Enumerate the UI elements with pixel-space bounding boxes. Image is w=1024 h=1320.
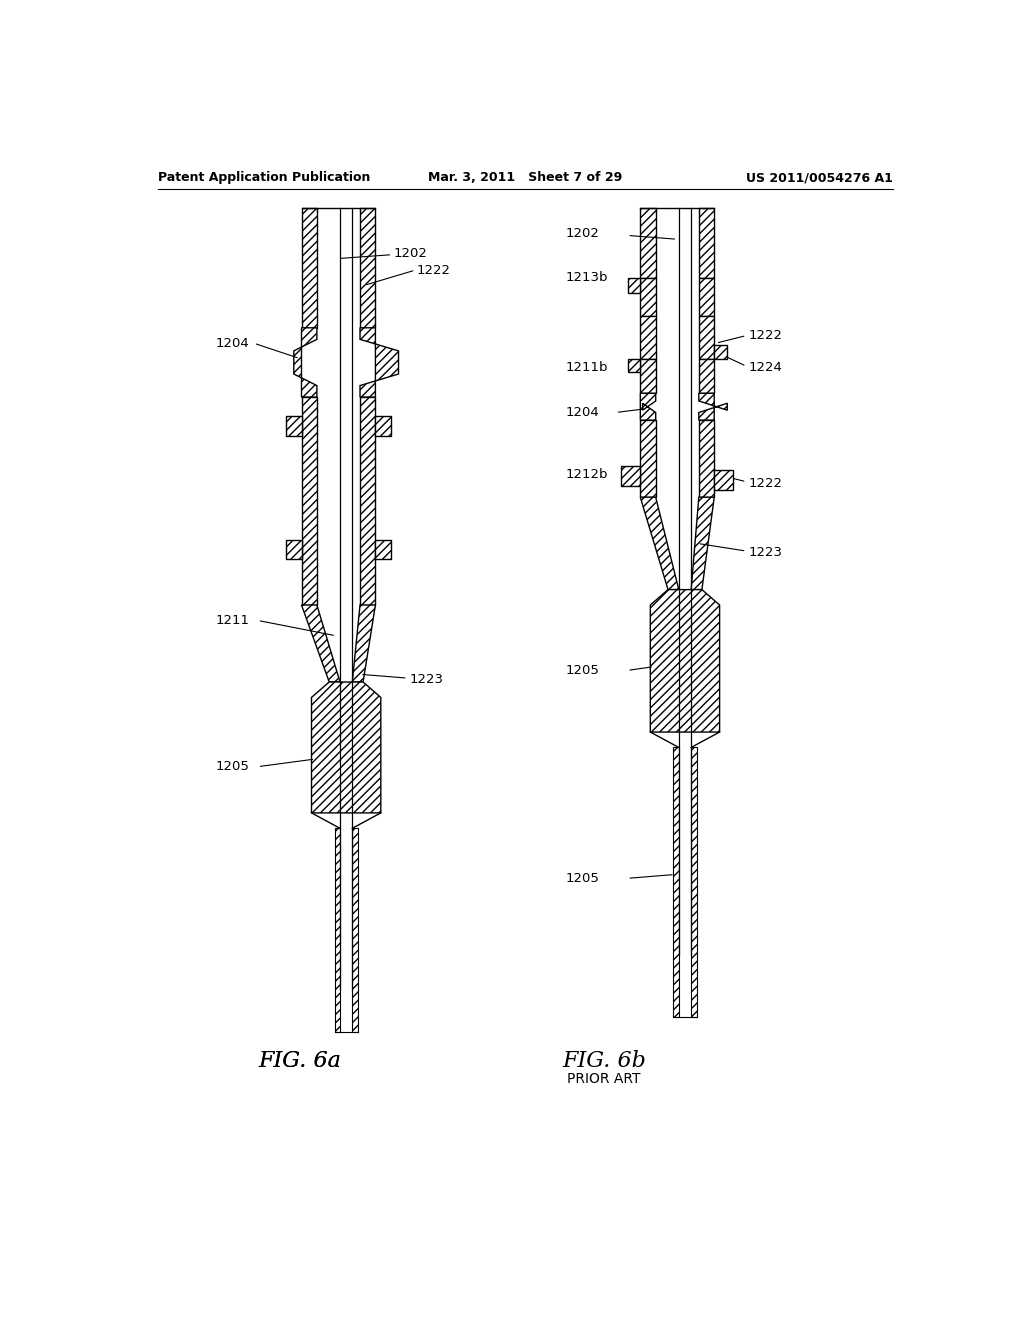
Text: 1224: 1224 (749, 362, 782, 375)
Polygon shape (376, 416, 391, 436)
Text: 1222: 1222 (417, 264, 451, 277)
Polygon shape (301, 605, 340, 682)
Text: Patent Application Publication: Patent Application Publication (158, 172, 370, 185)
Text: Mar. 3, 2011   Sheet 7 of 29: Mar. 3, 2011 Sheet 7 of 29 (428, 172, 622, 185)
Text: 1205: 1205 (565, 871, 599, 884)
Polygon shape (698, 359, 714, 393)
Text: US 2011/0054276 A1: US 2011/0054276 A1 (746, 172, 893, 185)
Text: 1202: 1202 (565, 227, 599, 240)
Polygon shape (628, 277, 640, 293)
Polygon shape (301, 397, 316, 605)
Polygon shape (674, 747, 679, 1016)
Polygon shape (286, 416, 301, 436)
Text: 1202: 1202 (394, 247, 428, 260)
Polygon shape (650, 590, 720, 733)
Text: 1204: 1204 (565, 407, 599, 418)
Polygon shape (698, 420, 714, 498)
Polygon shape (301, 209, 316, 327)
Polygon shape (640, 420, 655, 498)
Text: 1205: 1205 (565, 664, 599, 677)
Polygon shape (640, 317, 655, 359)
Polygon shape (698, 393, 727, 420)
Polygon shape (698, 317, 714, 359)
Polygon shape (311, 682, 381, 813)
Polygon shape (360, 327, 398, 397)
Polygon shape (640, 393, 655, 420)
Polygon shape (640, 277, 655, 317)
Text: 1212b: 1212b (565, 467, 608, 480)
Text: 1222: 1222 (749, 477, 782, 490)
Text: FIG. 6b: FIG. 6b (562, 1049, 646, 1072)
Text: 1223: 1223 (749, 546, 782, 560)
Polygon shape (698, 277, 714, 317)
Text: 1223: 1223 (410, 673, 443, 686)
Text: 1211b: 1211b (565, 362, 608, 375)
Polygon shape (714, 470, 733, 490)
Polygon shape (698, 209, 714, 277)
Text: FIG. 6a: FIG. 6a (258, 1049, 341, 1072)
Polygon shape (640, 498, 679, 590)
Polygon shape (714, 345, 727, 359)
Polygon shape (360, 209, 376, 327)
Text: 1222: 1222 (749, 329, 782, 342)
Polygon shape (640, 209, 655, 277)
Polygon shape (360, 397, 376, 605)
Polygon shape (691, 747, 696, 1016)
Text: 1204: 1204 (215, 337, 249, 350)
Polygon shape (628, 359, 640, 372)
Polygon shape (352, 829, 357, 1032)
Text: 1205: 1205 (215, 760, 249, 774)
Polygon shape (294, 327, 316, 397)
Text: FIG. 6a: FIG. 6a (258, 1049, 341, 1072)
Text: 1211: 1211 (215, 614, 249, 627)
Polygon shape (640, 359, 655, 393)
Polygon shape (691, 498, 714, 590)
Polygon shape (335, 829, 340, 1032)
Polygon shape (352, 605, 376, 682)
Text: PRIOR ART: PRIOR ART (567, 1072, 641, 1085)
Polygon shape (286, 540, 301, 558)
Polygon shape (376, 540, 391, 558)
Polygon shape (621, 466, 640, 486)
Text: 1213b: 1213b (565, 271, 608, 284)
